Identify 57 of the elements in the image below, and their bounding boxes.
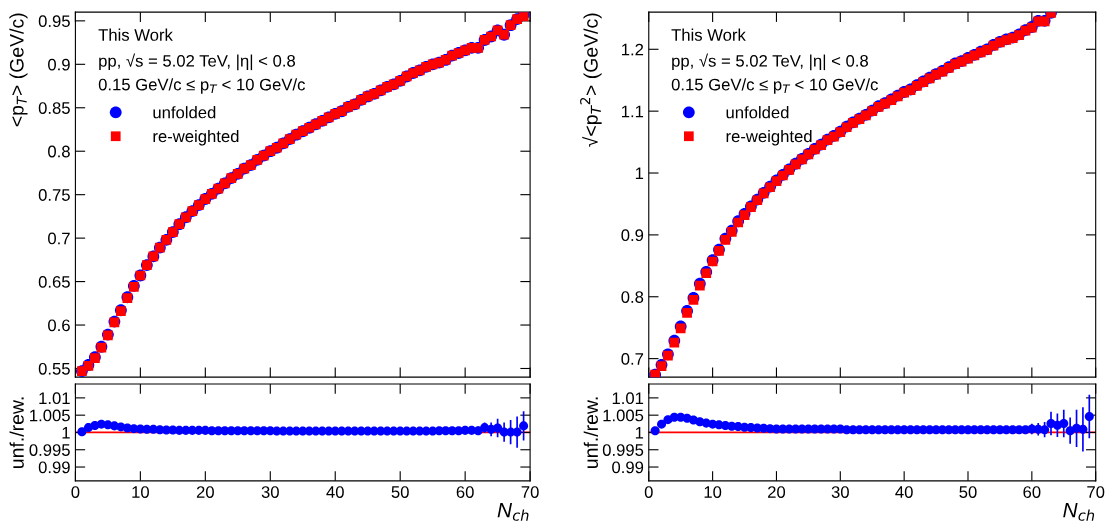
x-tick-label: 0 (71, 486, 80, 498)
x-axis-title: N$_{ch}$ (497, 502, 529, 521)
x-tick-label: 40 (326, 486, 344, 498)
y-tick-label: 0.6 (48, 319, 70, 332)
x-axis-title: N$_{ch}$ (1063, 502, 1095, 521)
y-tick-label: 0.99 (38, 461, 70, 474)
y-tick-label: 0.8 (621, 291, 644, 303)
y-axis-title: unf./rew. (9, 397, 24, 468)
x-tick-label: 0 (644, 486, 653, 498)
y-tick-label: 1 (635, 167, 644, 180)
y-tick-label: 1.005 (30, 409, 70, 422)
y-tick-label: 0.85 (38, 102, 70, 114)
x-tick-label: 50 (391, 486, 409, 498)
y-axis-title: <p$_{T}$> (GeV/c) (9, 13, 28, 127)
y-tick-label: 0.995 (29, 444, 70, 456)
x-tick-label: 60 (456, 486, 474, 498)
y-tick-label: 0.8 (48, 145, 70, 158)
y-tick-label: 1 (635, 427, 644, 439)
annotation: This Work (98, 28, 173, 41)
y-tick-label: 0.99 (612, 461, 644, 474)
x-tick-label: 60 (1023, 486, 1041, 498)
y-tick-label: 1.1 (622, 105, 644, 118)
x-tick-label: 20 (768, 486, 786, 498)
annotation: This Work (671, 28, 746, 41)
legend-label: re-weighted (726, 129, 812, 146)
y-tick-label: 0.55 (38, 362, 70, 375)
legend-label: unfolded (726, 106, 789, 119)
y-tick-label: 0.7 (621, 353, 644, 365)
legend-label: re-weighted (153, 129, 239, 146)
y-tick-label: 0.9 (621, 229, 644, 242)
annotation: 0.15 GeV/c ≤ p$_{T}$ < 10 GeV/c (671, 78, 878, 94)
x-tick-label: 50 (959, 486, 977, 498)
y-tick-label: 0.75 (38, 189, 70, 201)
x-tick-label: 30 (831, 486, 849, 498)
y-tick-label: 0.995 (602, 444, 644, 456)
annotation: 0.15 GeV/c ≤ p$_{T}$ < 10 GeV/c (98, 78, 305, 94)
y-tick-label: 0.95 (38, 15, 70, 28)
annotation: pp, √s = 5.02 TeV, |η| < 0.8 (99, 53, 296, 71)
x-tick-label: 10 (704, 486, 722, 498)
y-tick-label: 1.2 (622, 43, 644, 56)
y-tick-label: 0.65 (38, 275, 70, 288)
x-tick-label: 70 (1087, 486, 1105, 498)
y-tick-label: 1.01 (612, 392, 644, 405)
y-tick-label: 1.01 (39, 392, 70, 405)
x-tick-label: 40 (895, 486, 913, 498)
x-tick-label: 10 (132, 486, 149, 498)
x-tick-label: 20 (196, 486, 214, 498)
y-tick-label: 0.9 (48, 58, 70, 71)
legend-label: unfolded (153, 106, 216, 119)
y-tick-label: 1 (62, 427, 70, 439)
x-tick-label: 30 (261, 486, 279, 498)
y-axis-title: √<p$_{T}$$^{2}$> (GeV/c) (580, 13, 602, 147)
annotation: pp, √s = 5.02 TeV, |η| < 0.8 (672, 53, 868, 71)
x-tick-label: 70 (521, 486, 539, 498)
y-axis-title: unf./rew. (583, 397, 598, 468)
y-tick-label: 1.005 (603, 409, 644, 422)
y-tick-label: 0.7 (48, 232, 70, 245)
